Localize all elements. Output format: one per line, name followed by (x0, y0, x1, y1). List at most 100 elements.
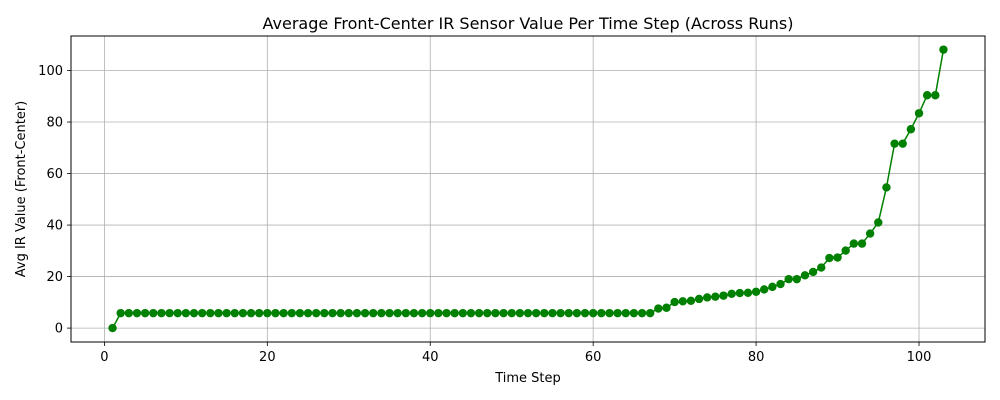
data-point (377, 308, 386, 318)
chart-title: Average Front-Center IR Sensor Value Per… (263, 14, 794, 33)
data-point (800, 271, 810, 280)
data-point (450, 308, 459, 318)
data-point (254, 308, 264, 318)
data-point (483, 308, 492, 318)
data-point (564, 308, 573, 318)
data-point (344, 308, 353, 318)
data-point (727, 289, 736, 299)
data-point (670, 297, 679, 307)
data-point (295, 308, 305, 318)
data-point (369, 308, 378, 318)
x-tick-label: 40 (422, 350, 439, 365)
data-point (914, 109, 924, 118)
data-point (580, 308, 590, 318)
data-point (922, 91, 932, 100)
data-point (336, 308, 345, 318)
data-point (206, 308, 215, 318)
data-point (149, 308, 158, 318)
data-point (743, 288, 753, 297)
data-point (140, 308, 150, 318)
x-tick-label: 100 (907, 350, 932, 365)
data-point (246, 308, 256, 318)
data-point (645, 308, 655, 318)
data-point (214, 308, 223, 318)
data-point (711, 292, 720, 301)
data-point (637, 308, 647, 318)
data-point (817, 263, 826, 272)
data-point (230, 308, 239, 318)
data-point (621, 308, 630, 318)
data-point (385, 308, 394, 318)
data-point (841, 246, 850, 255)
data-point (703, 293, 712, 302)
data-point (735, 288, 744, 298)
data-point (458, 308, 468, 318)
data-point (776, 279, 785, 289)
data-point (719, 291, 728, 300)
data-point (629, 308, 639, 318)
data-point (263, 308, 272, 318)
data-point (792, 274, 802, 284)
data-point (320, 308, 329, 318)
data-point (499, 308, 508, 318)
y-tick-label: 100 (38, 64, 63, 79)
data-point (352, 308, 362, 318)
data-point (678, 297, 687, 306)
x-tick-label: 80 (748, 350, 765, 365)
data-point (613, 308, 622, 318)
x-axis-label: Time Step (494, 371, 561, 386)
data-point (328, 308, 337, 318)
data-point (597, 308, 606, 318)
data-point (833, 253, 842, 262)
data-point (474, 308, 484, 318)
data-point (426, 308, 435, 318)
x-tick-label: 20 (259, 350, 276, 365)
data-point (654, 304, 663, 313)
data-point (531, 308, 541, 318)
data-point (132, 308, 142, 318)
data-point (197, 308, 207, 318)
y-axis-ticks: 0 20 40 60 80 100 (38, 64, 71, 337)
data-point (417, 308, 427, 318)
data-point (808, 267, 818, 277)
data-point (898, 139, 907, 148)
data-point (751, 287, 761, 296)
data-point (108, 323, 117, 333)
data-point (165, 308, 174, 318)
y-tick-label: 80 (46, 116, 63, 131)
data-point (768, 282, 777, 292)
data-point (825, 253, 834, 263)
plot-area-frame (70, 35, 986, 343)
data-point (393, 308, 402, 318)
data-point (874, 218, 883, 227)
y-tick-label: 0 (55, 322, 63, 337)
data-point (523, 308, 533, 318)
data-point (189, 308, 199, 318)
data-point (857, 239, 867, 248)
data-point (116, 308, 125, 318)
data-point (515, 308, 525, 318)
data-point (572, 308, 582, 318)
data-point (849, 239, 859, 248)
data-point (694, 294, 704, 304)
y-tick-label: 60 (46, 167, 63, 182)
data-point (434, 308, 443, 318)
data-point (548, 308, 557, 318)
data-point (466, 308, 476, 318)
data-point (238, 308, 248, 318)
data-point (303, 308, 313, 318)
data-point (507, 308, 516, 318)
data-point (605, 308, 614, 318)
data-point (124, 308, 134, 318)
data-point (181, 308, 191, 318)
data-point (865, 229, 875, 238)
data-point (588, 308, 598, 318)
data-point (401, 308, 411, 318)
data-point (491, 308, 500, 318)
y-tick-label: 40 (46, 219, 63, 234)
data-point (442, 308, 451, 318)
data-point (360, 308, 370, 318)
data-point (882, 183, 891, 192)
